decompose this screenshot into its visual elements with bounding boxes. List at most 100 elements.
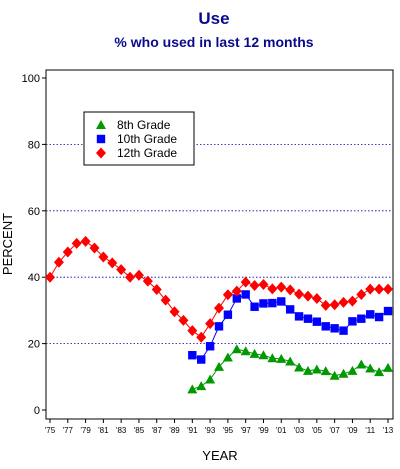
data-point-10th-grade: [339, 326, 348, 335]
data-point-10th-grade: [330, 324, 339, 333]
x-tick-label: '83: [116, 426, 127, 435]
data-point-8th-grade: [249, 348, 260, 358]
data-point-12th-grade: [276, 281, 287, 293]
x-tick-label: '07: [329, 426, 340, 435]
data-point-8th-grade: [214, 361, 224, 371]
data-point-12th-grade: [383, 283, 393, 295]
data-point-12th-grade: [329, 299, 340, 311]
data-point-10th-grade: [357, 314, 366, 323]
data-point-10th-grade: [223, 310, 233, 319]
data-point-10th-grade: [348, 317, 357, 326]
x-tick-label: '09: [347, 426, 358, 435]
x-tick-label: '81: [98, 426, 109, 435]
x-tick-label: '11: [365, 426, 375, 435]
series-8th-grade: [187, 344, 393, 394]
data-point-12th-grade: [214, 302, 224, 314]
x-tick-label: '93: [205, 426, 216, 435]
data-point-12th-grade: [89, 242, 100, 254]
data-point-8th-grade: [294, 362, 305, 372]
data-point-12th-grade: [107, 257, 118, 269]
data-point-8th-grade: [329, 370, 340, 380]
data-point-8th-grade: [205, 374, 216, 384]
data-point-10th-grade: [259, 299, 268, 308]
data-point-12th-grade: [160, 294, 171, 306]
y-axis-ticks: 0 20 40 60 80 100: [22, 73, 46, 417]
x-tick-label: '77: [63, 426, 74, 435]
data-point-12th-grade: [53, 256, 64, 268]
data-point-8th-grade: [338, 368, 349, 378]
data-point-10th-grade: [374, 312, 384, 322]
data-point-8th-grade: [258, 350, 269, 360]
data-point-12th-grade: [169, 306, 180, 318]
data-point-8th-grade: [276, 353, 287, 363]
x-tick-label: '99: [258, 426, 269, 435]
data-point-8th-grade: [311, 364, 322, 374]
data-point-10th-grade: [294, 312, 304, 321]
data-point-8th-grade: [285, 356, 296, 366]
data-point-8th-grade: [347, 365, 358, 375]
data-point-8th-grade: [302, 365, 313, 375]
data-point-8th-grade: [231, 344, 242, 354]
y-axis-label: PERCENT: [0, 213, 15, 275]
chart-subtitle: % who used in last 12 months: [114, 34, 313, 50]
data-point-12th-grade: [258, 279, 269, 291]
data-point-12th-grade: [151, 283, 162, 295]
x-axis-label: YEAR: [202, 448, 237, 463]
data-point-12th-grade: [347, 295, 358, 307]
data-point-12th-grade: [178, 314, 189, 326]
data-point-12th-grade: [71, 237, 82, 249]
data-point-12th-grade: [302, 290, 313, 302]
data-point-12th-grade: [142, 275, 153, 287]
data-point-10th-grade: [321, 322, 330, 331]
data-point-8th-grade: [374, 367, 385, 377]
y-tick-label: 80: [28, 139, 40, 151]
data-point-8th-grade: [222, 352, 233, 362]
data-point-12th-grade: [62, 246, 73, 258]
data-point-12th-grade: [249, 280, 260, 291]
x-tick-label: '89: [169, 426, 180, 435]
data-point-10th-grade: [214, 322, 224, 331]
data-point-12th-grade: [240, 276, 251, 288]
x-tick-label: '01: [276, 426, 287, 435]
x-tick-label: '87: [152, 426, 163, 435]
data-point-12th-grade: [98, 251, 109, 263]
x-tick-label: '85: [134, 426, 145, 435]
legend-marker-10th-grade: [96, 134, 106, 144]
legend-label-12th-grade: 12th Grade: [117, 146, 177, 160]
data-point-10th-grade: [250, 302, 259, 311]
data-point-8th-grade: [383, 362, 393, 372]
y-tick-label: 60: [28, 206, 40, 218]
data-point-10th-grade: [188, 351, 197, 360]
legend-label-10th-grade: 10th Grade: [117, 132, 177, 146]
data-point-12th-grade: [125, 271, 136, 283]
data-point-8th-grade: [356, 359, 367, 369]
data-point-8th-grade: [240, 346, 251, 356]
data-point-10th-grade: [303, 314, 313, 323]
x-tick-label: '97: [240, 426, 251, 435]
legend-marker-12th-grade: [96, 147, 106, 159]
x-tick-label: '13: [383, 426, 394, 435]
data-point-12th-grade: [133, 269, 144, 281]
x-tick-label: '03: [294, 426, 305, 435]
x-tick-label: '75: [45, 426, 56, 435]
x-tick-label: '95: [223, 426, 234, 435]
data-point-12th-grade: [205, 318, 216, 330]
data-point-8th-grade: [267, 353, 278, 363]
y-tick-label: 0: [34, 405, 40, 417]
x-tick-label: '05: [312, 426, 323, 435]
y-tick-label: 100: [22, 73, 40, 85]
data-point-12th-grade: [294, 288, 305, 300]
data-point-10th-grade: [241, 290, 250, 299]
data-point-12th-grade: [285, 284, 296, 296]
data-point-10th-grade: [383, 306, 393, 316]
data-point-10th-grade: [277, 297, 286, 306]
data-point-10th-grade: [268, 298, 277, 308]
data-point-10th-grade: [197, 355, 206, 364]
data-point-12th-grade: [374, 283, 385, 295]
data-point-12th-grade: [222, 289, 233, 301]
data-point-8th-grade: [365, 363, 376, 373]
series-group: [45, 235, 393, 394]
data-point-12th-grade: [365, 283, 376, 295]
data-point-12th-grade: [311, 292, 322, 304]
